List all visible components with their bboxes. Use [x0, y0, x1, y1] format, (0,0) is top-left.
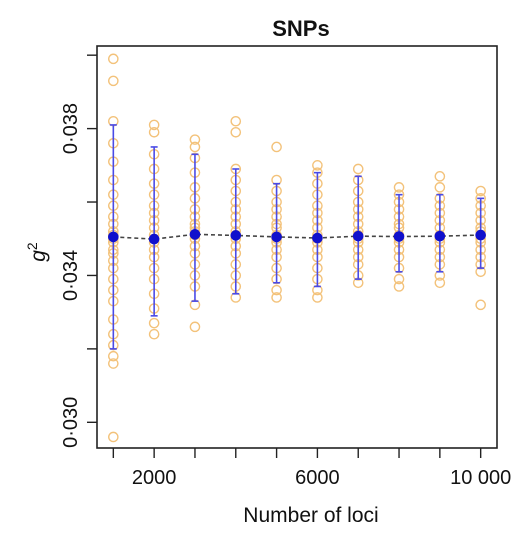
replicate-point: [189, 321, 201, 333]
mean-point: [230, 230, 242, 241]
replicate-point: [108, 431, 119, 443]
x-tick-label: 10 000: [450, 467, 511, 489]
y-axis-label-group: g2: [24, 242, 50, 262]
replicate-point: [271, 292, 282, 303]
replicate-point: [230, 115, 242, 127]
mean-point: [352, 230, 364, 242]
y-axis-label-base: g: [27, 250, 50, 262]
replicate-point: [434, 182, 446, 193]
mean-point: [271, 231, 282, 243]
x-axis-label: Number of loci: [243, 504, 378, 527]
y-tick-label: 0·034: [60, 250, 82, 301]
replicate-point: [434, 277, 446, 289]
y-axis: 0·030 0·034 0·038: [60, 54, 97, 448]
replicate-point: [148, 119, 160, 131]
y-axis-label-superscript: 2: [24, 242, 40, 250]
x-axis: 2000 6000 10 000: [112, 448, 511, 489]
replicate-point: [189, 141, 201, 153]
replicate-point: [312, 160, 323, 171]
replicate-point: [230, 126, 242, 138]
x-tick-label: 2000: [132, 467, 177, 489]
y-tick-label: 0·038: [60, 103, 82, 154]
replicate-point: [312, 292, 323, 303]
replicate-point: [352, 163, 364, 175]
replicate-point: [108, 53, 119, 65]
replicate-point: [475, 299, 486, 311]
replicate-point: [393, 273, 405, 285]
mean-line: [113, 233, 481, 240]
replicate-point: [271, 141, 282, 153]
mean-point: [434, 230, 446, 242]
replicate-point: [271, 284, 282, 296]
replicate-point: [475, 185, 486, 197]
chart-title: SNPs: [272, 16, 329, 41]
replicate-point: [108, 75, 119, 87]
replicate-point: [434, 171, 446, 182]
x-tick-label: 6000: [295, 467, 340, 489]
mean-points: [108, 229, 486, 245]
replicate-point: [148, 328, 160, 340]
mean-point: [312, 232, 323, 244]
replicate-point: [108, 350, 119, 362]
mean-line-path: [113, 233, 481, 240]
y-axis-label: g2: [24, 242, 50, 262]
replicate-point: [148, 126, 160, 138]
mean-point: [148, 233, 160, 245]
replicate-point: [393, 281, 405, 292]
mean-point: [475, 229, 486, 241]
plot-frame: [96, 45, 498, 449]
y-tick-label: 0·030: [60, 397, 82, 448]
mean-point: [393, 231, 405, 242]
replicate-point: [189, 134, 201, 145]
replicate-point: [148, 317, 160, 329]
replicate-point: [393, 182, 405, 193]
mean-point: [189, 229, 201, 240]
mean-point: [108, 231, 119, 243]
replicate-point: [108, 358, 119, 369]
